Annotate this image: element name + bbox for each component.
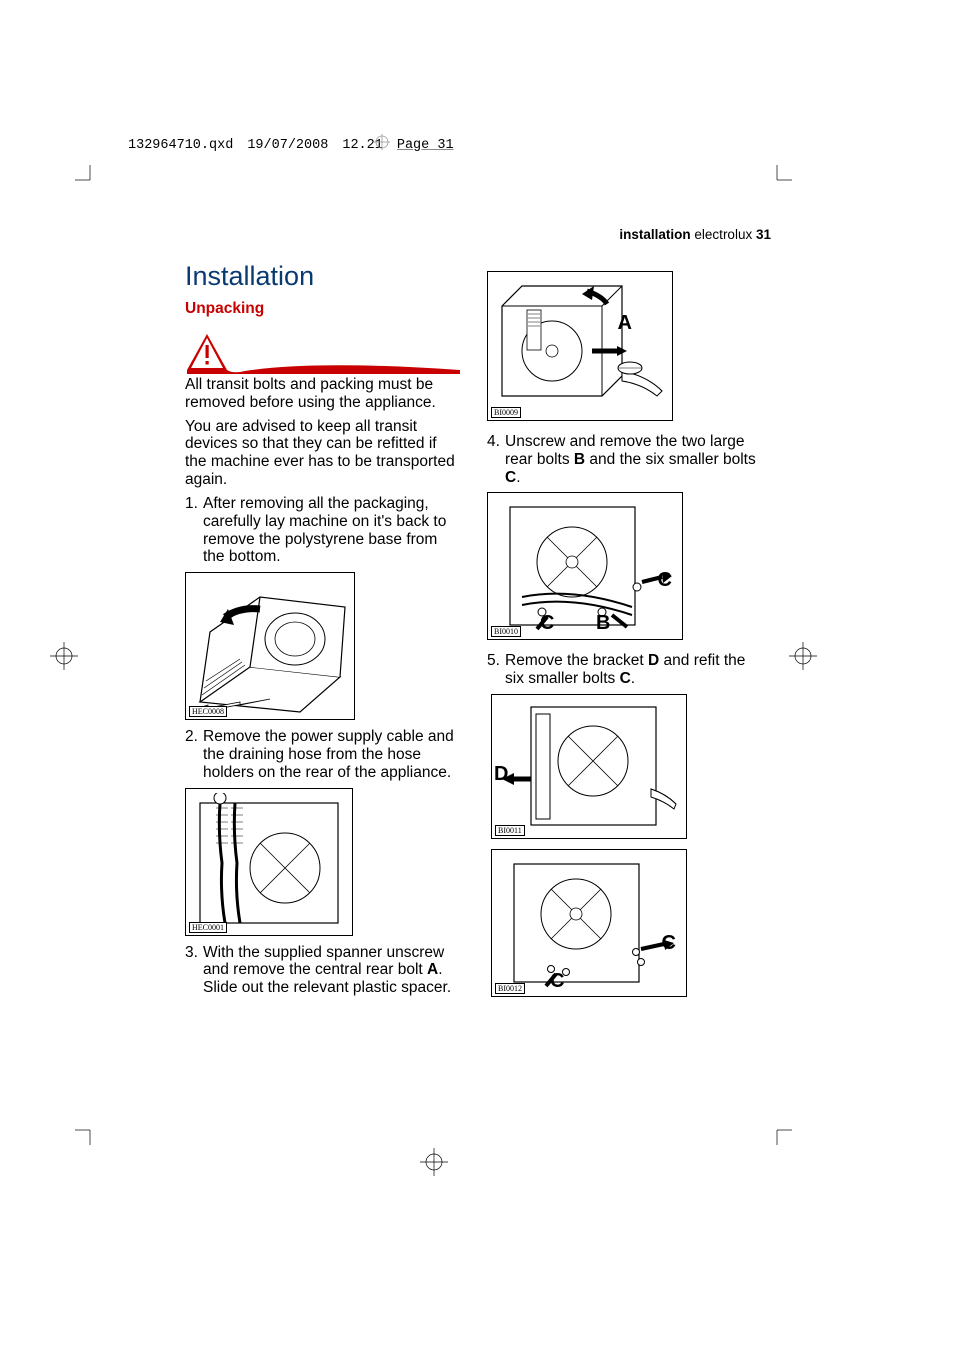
file-date: 19/07/2008	[247, 138, 328, 153]
step-1-num: 1.	[185, 495, 203, 566]
figure-6-label-c2: C	[550, 970, 564, 993]
crop-mark-bl	[75, 1115, 105, 1145]
warning-icon	[185, 330, 455, 374]
figure-3-svg	[492, 276, 668, 416]
crop-mark-tl	[75, 165, 105, 195]
warning-text-1: All transit bolts and packing must be re…	[185, 376, 455, 412]
step-4-num: 4.	[487, 433, 505, 486]
figure-4-svg	[492, 497, 678, 635]
section-name: installation	[619, 227, 690, 242]
step-2: 2. Remove the power supply cable and the…	[185, 728, 455, 781]
figure-6: C C BI0012	[491, 849, 687, 997]
figure-5-svg	[496, 699, 682, 834]
step-3: 3. With the supplied spanner unscrew and…	[185, 944, 455, 997]
figure-5-label-d: D	[494, 763, 508, 786]
file-header: 132964710.qxd 19/07/2008 12.21 Page 31	[128, 135, 454, 155]
step-4-text: Unscrew and remove the two large rear bo…	[505, 433, 767, 486]
figure-4-label-b: B	[596, 612, 610, 635]
step-3-text: With the supplied spanner unscrew and re…	[203, 944, 455, 997]
crop-mark-br	[762, 1115, 792, 1145]
step-3-num: 3.	[185, 944, 203, 997]
figure-2-code: HEC0001	[189, 922, 227, 933]
running-header: installation electrolux 31	[619, 227, 771, 242]
step-5-text: Remove the bracket D and refit the six s…	[505, 652, 767, 688]
step-4: 4. Unscrew and remove the two large rear…	[487, 433, 767, 486]
figure-1: HEC0008	[185, 572, 355, 720]
figure-2-svg	[190, 793, 348, 931]
figure-1-svg	[190, 577, 350, 715]
figure-3-code: BI0009	[491, 407, 521, 418]
figure-2: HEC0001	[185, 788, 353, 936]
step-5-num: 5.	[487, 652, 505, 688]
brand-name: electrolux	[694, 227, 752, 242]
step-2-text: Remove the power supply cable and the dr…	[203, 728, 455, 781]
unpacking-heading: Unpacking	[185, 300, 455, 318]
figure-5: D BI0011	[491, 694, 687, 839]
figure-6-code: BI0012	[495, 983, 525, 994]
step-2-num: 2.	[185, 728, 203, 781]
figure-4-code: BI0010	[491, 626, 521, 637]
figure-1-code: HEC0008	[189, 706, 227, 717]
reg-mark-right	[789, 642, 817, 670]
figure-3: A BI0009	[487, 271, 673, 421]
figure-5-code: BI0011	[495, 825, 525, 836]
page-number: 31	[756, 227, 771, 242]
step-1-text: After removing all the packaging, carefu…	[203, 495, 455, 566]
file-name: 132964710.qxd	[128, 138, 233, 153]
figure-6-label-c1: C	[662, 932, 676, 955]
manual-page: 132964710.qxd 19/07/2008 12.21 Page 31 i…	[0, 0, 954, 1350]
file-page: Page 31	[397, 138, 454, 153]
figure-3-label-a: A	[618, 312, 632, 335]
right-column: A BI0009 4. Unscrew and remove the two l…	[487, 265, 767, 1003]
figure-4: C B C BI0010	[487, 492, 683, 640]
header-reg-icon	[372, 132, 392, 152]
reg-mark-left	[50, 642, 78, 670]
step-5: 5. Remove the bracket D and refit the si…	[487, 652, 767, 688]
left-column: Unpacking All transit bolts and packing …	[185, 300, 455, 1001]
crop-mark-tr	[762, 165, 792, 195]
reg-mark-bottom	[420, 1148, 448, 1176]
warning-text-2: You are advised to keep all transit devi…	[185, 418, 455, 489]
page-title: Installation	[185, 261, 314, 292]
figure-6-svg	[496, 854, 682, 992]
figure-4-label-c1: C	[658, 569, 672, 592]
figure-4-label-c2: C	[540, 612, 554, 635]
step-1: 1. After removing all the packaging, car…	[185, 495, 455, 566]
